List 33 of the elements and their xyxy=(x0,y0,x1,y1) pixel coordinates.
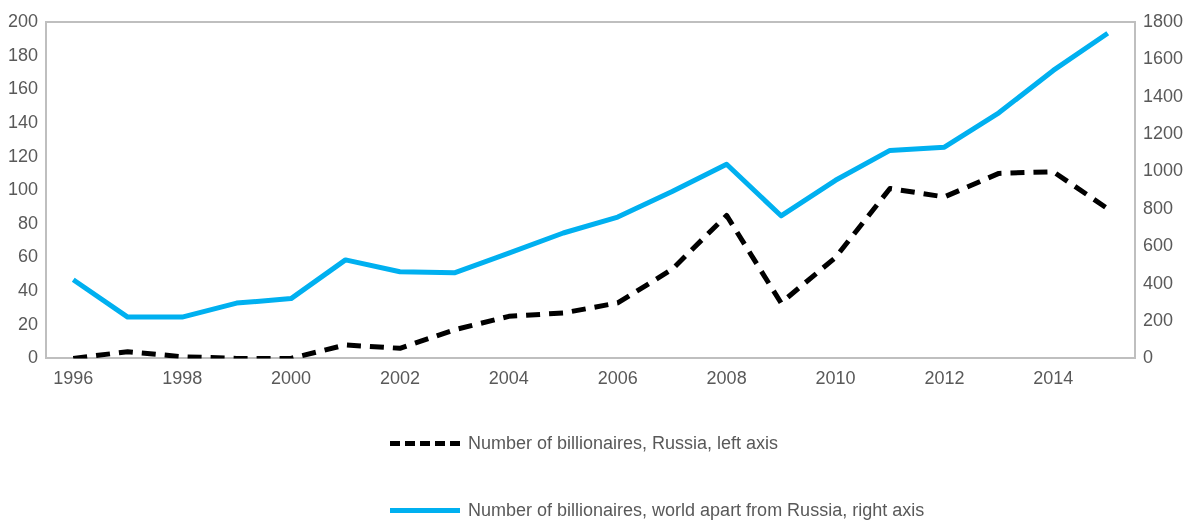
x-tick-label: 2008 xyxy=(706,368,747,389)
y2-tick-label: 200 xyxy=(1142,309,1173,330)
y2-tick-label: 600 xyxy=(1142,235,1173,256)
y-tick-label: 80 xyxy=(18,212,39,233)
y-tick-label: 160 xyxy=(7,78,39,99)
y-tick-label: 20 xyxy=(18,313,39,334)
y-tick-label: 140 xyxy=(7,111,39,132)
x-tick-label: 2014 xyxy=(1033,368,1074,389)
x-tick-label: 2002 xyxy=(379,368,420,389)
y-tick-label: 40 xyxy=(18,280,39,301)
y-tick-label: 120 xyxy=(7,145,39,166)
y2-tick-label: 1000 xyxy=(1142,160,1183,181)
x-tick-label: 2010 xyxy=(815,368,856,389)
y2-tick-label: 0 xyxy=(1142,347,1153,368)
y2-tick-label: 1200 xyxy=(1142,123,1183,144)
x-tick-label: 2000 xyxy=(271,368,312,389)
y2-tick-label: 400 xyxy=(1142,272,1173,293)
y-tick-label: 0 xyxy=(28,347,39,368)
x-tick-label: 1998 xyxy=(162,368,203,389)
x-tick-label: 2012 xyxy=(924,368,965,389)
y-tick-label: 180 xyxy=(7,44,39,65)
y2-tick-label: 1800 xyxy=(1142,10,1183,31)
y2-tick-label: 800 xyxy=(1142,197,1173,218)
legend-label: Number of billionaires, Russia, left axis xyxy=(468,433,779,454)
y-tick-label: 200 xyxy=(7,10,39,31)
x-tick-label: 1996 xyxy=(53,368,94,389)
y2-tick-label: 1600 xyxy=(1142,48,1183,69)
y-tick-label: 100 xyxy=(7,179,39,200)
legend-label: Number of billionaires, world apart from Russia, right axis xyxy=(468,500,925,521)
y-tick-label: 60 xyxy=(18,246,39,267)
x-tick-label: 2006 xyxy=(597,368,638,389)
y2-tick-label: 1400 xyxy=(1142,85,1183,106)
x-tick-label: 2004 xyxy=(488,368,529,389)
